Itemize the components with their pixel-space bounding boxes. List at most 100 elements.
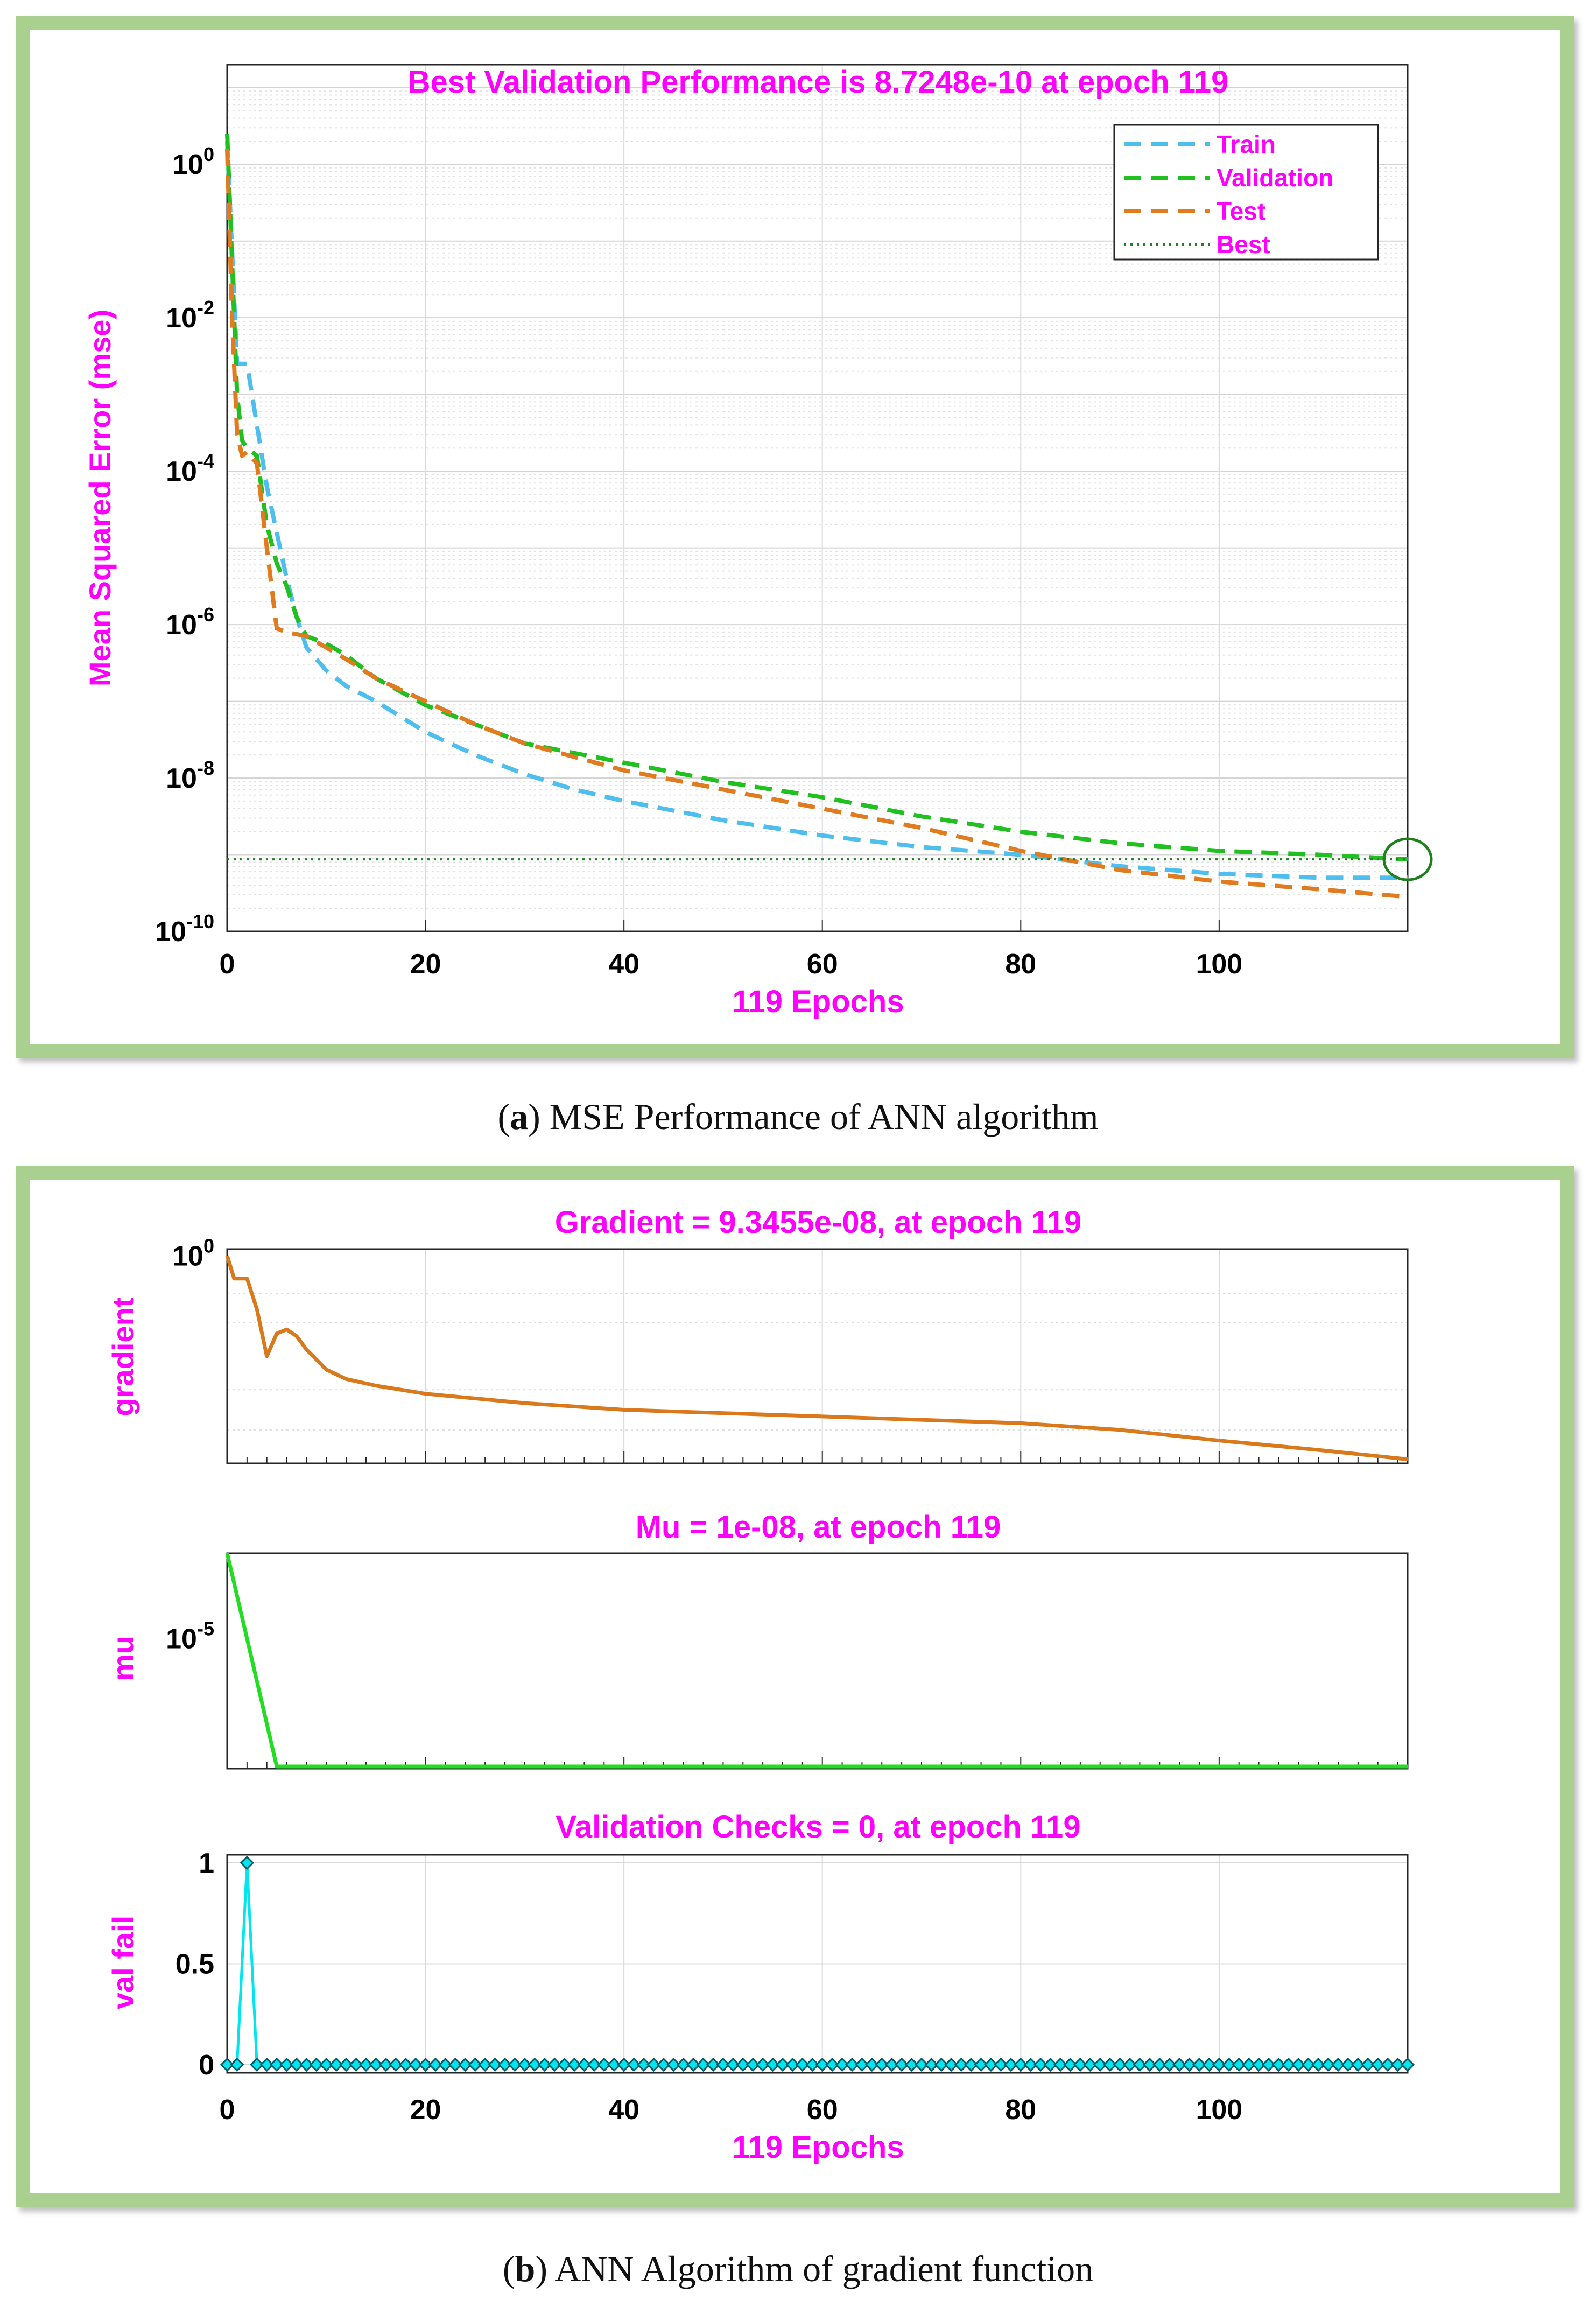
valfail-point <box>1053 2057 1068 2072</box>
valfail-xtick-label: 100 <box>1196 2094 1242 2126</box>
valfail-point <box>914 2057 929 2072</box>
valfail-ytick-label: 0.5 <box>175 1949 214 1980</box>
valfail-point <box>339 2057 354 2072</box>
mse-legend-label-validation: Validation <box>1217 164 1333 192</box>
caption-a: (a) MSE Performance of ANN algorithm <box>497 1096 1099 1137</box>
mse-plot-box <box>226 64 1409 932</box>
valfail-point <box>528 2057 542 2072</box>
valfail-point <box>1192 2057 1207 2072</box>
valfail-xtick-label: 20 <box>410 2094 441 2126</box>
caption-b-text: ANN Algorithm of gradient function <box>547 2248 1094 2289</box>
valfail-point <box>845 2057 860 2072</box>
valfail-point <box>1331 2057 1346 2072</box>
mu-ytick-label: 10-5 <box>166 1617 214 1654</box>
mse-xtick-label: 80 <box>1005 949 1036 980</box>
valfail-point <box>1232 2057 1246 2072</box>
valfail-point <box>1014 2057 1028 2072</box>
valfail-point <box>756 2057 770 2072</box>
valfail-point <box>488 2057 502 2072</box>
valfail-point <box>497 2057 512 2072</box>
valfail-point <box>934 2057 948 2072</box>
mu-series-line <box>225 1553 1408 1769</box>
valfail-point <box>716 2057 730 2072</box>
mse-series-test <box>225 149 1408 899</box>
mse-xlabel: 119 Epochs <box>732 984 904 1019</box>
valfail-point <box>1172 2057 1187 2072</box>
valfail-point <box>279 2057 294 2072</box>
gradient-ytick-label: 100 <box>172 1235 214 1272</box>
valfail-point <box>537 2057 552 2072</box>
valfail-point <box>954 2057 968 2072</box>
gradient-ylabel: gradient <box>106 1298 140 1417</box>
valfail-point <box>974 2057 988 2072</box>
valfail-point <box>1291 2057 1306 2072</box>
valfail-point <box>736 2057 750 2072</box>
valfail-point <box>924 2057 939 2072</box>
valfail-point <box>597 2057 611 2072</box>
mse-title: Best Validation Performance is 8.7248e-1… <box>408 65 1229 100</box>
mse-ytick-label: 10-10 <box>155 910 214 948</box>
valfail-point <box>775 2057 790 2072</box>
valfail-point <box>835 2057 849 2072</box>
valfail-point <box>815 2057 829 2072</box>
valfail-point <box>1152 2057 1167 2072</box>
caption-b-label: b <box>515 2248 536 2289</box>
valfail-point <box>508 2057 522 2072</box>
valfail-point <box>329 2057 343 2072</box>
valfail-point <box>1271 2057 1286 2072</box>
valfail-point <box>994 2057 1008 2072</box>
valfail-point <box>1261 2057 1276 2072</box>
mse-legend-label-test: Test <box>1217 197 1265 225</box>
valfail-point <box>309 2057 324 2072</box>
valfail-title: Validation Checks = 0, at epoch 119 <box>556 1810 1080 1845</box>
valfail-point <box>765 2057 780 2072</box>
valfail-point <box>706 2057 721 2072</box>
valfail-point <box>904 2057 919 2072</box>
mse-xtick-label: 100 <box>1196 949 1242 980</box>
valfail-point <box>646 2057 661 2072</box>
valfail-point <box>875 2057 889 2072</box>
valfail-xtick-label: 80 <box>1005 2094 1036 2126</box>
valfail-point <box>389 2057 403 2072</box>
mu-title: Mu = 1e-08, at epoch 119 <box>636 1510 1001 1545</box>
mse-ytick-label: 10-4 <box>166 450 214 487</box>
valfail-point <box>627 2057 641 2072</box>
mse-ytick-label: 10-2 <box>166 297 214 334</box>
valfail-xlabel: 119 Epochs <box>732 2130 904 2165</box>
valfail-point <box>1113 2057 1127 2072</box>
valfail-point <box>587 2057 601 2072</box>
valfail-point <box>230 2057 244 2072</box>
mu-ylabel: mu <box>106 1636 140 1681</box>
valfail-point <box>1252 2057 1266 2072</box>
caption-a-text: MSE Performance of ANN algorithm <box>540 1096 1099 1137</box>
mse-legend-label-train: Train <box>1217 130 1276 158</box>
valfail-point <box>1073 2057 1087 2072</box>
valfail-point <box>398 2057 413 2072</box>
valfail-point <box>349 2057 363 2072</box>
valfail-point <box>884 2057 899 2072</box>
mse-series-train <box>225 141 1408 880</box>
valfail-point <box>438 2057 453 2072</box>
valfail-point <box>259 2057 274 2072</box>
valfail-point <box>299 2057 314 2072</box>
mse-best-marker-circle <box>1382 837 1433 881</box>
valfail-point <box>1242 2057 1256 2072</box>
gradient-series-line <box>225 1255 1408 1461</box>
valfail-point <box>617 2057 631 2072</box>
caption-a-label: a <box>510 1096 529 1137</box>
valfail-point <box>448 2057 462 2072</box>
mse-ytick-label: 10-8 <box>166 757 214 794</box>
caption-b: (b) ANN Algorithm of gradient function <box>502 2248 1094 2289</box>
valfail-point <box>1370 2057 1385 2072</box>
valfail-point <box>805 2057 820 2072</box>
mse-ytick-label: 100 <box>172 143 214 180</box>
valfail-point <box>1341 2057 1355 2072</box>
valfail-point <box>1033 2057 1048 2072</box>
valfail-point <box>944 2057 959 2072</box>
valfail-point <box>458 2057 473 2072</box>
valfail-point <box>1083 2057 1098 2072</box>
valfail-point <box>289 2057 304 2072</box>
valfail-point <box>1301 2057 1316 2072</box>
mse-ytick-label: 10-6 <box>166 604 214 641</box>
